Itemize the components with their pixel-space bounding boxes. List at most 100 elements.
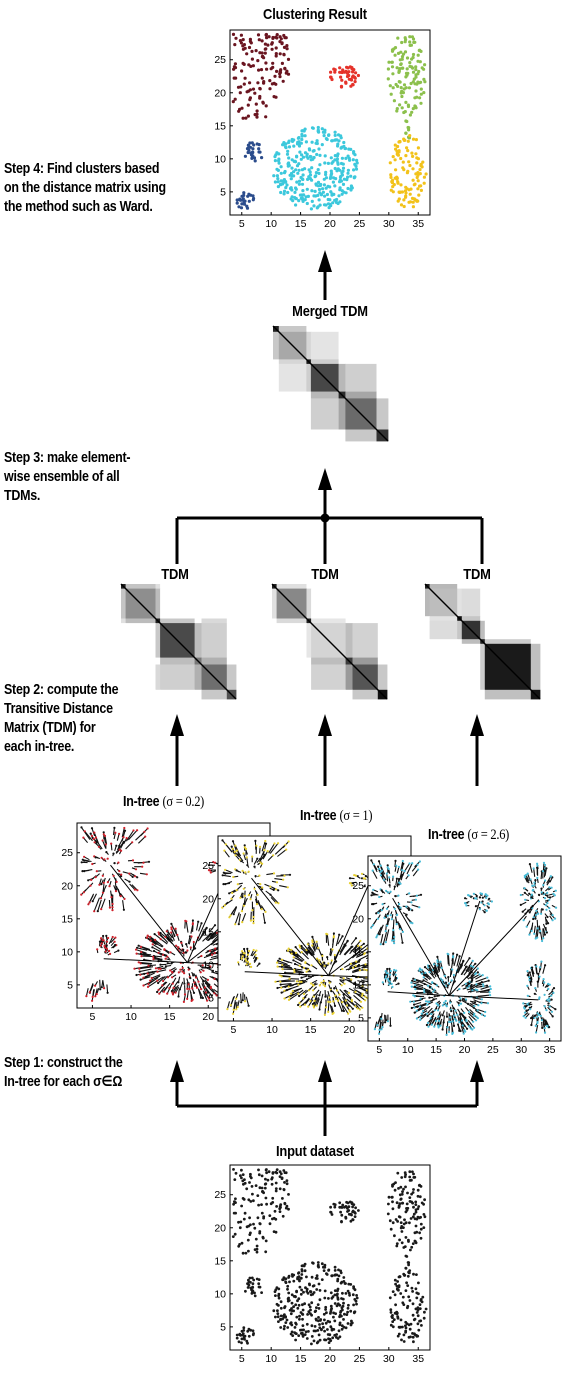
tree-node <box>191 987 194 990</box>
tree-edge <box>104 835 108 845</box>
data-point <box>407 200 411 204</box>
data-point <box>243 154 247 158</box>
data-point <box>419 1215 422 1219</box>
tree-node <box>395 877 398 880</box>
tree-node <box>234 854 237 857</box>
data-point <box>386 67 390 71</box>
data-point <box>274 46 278 50</box>
tree-edge <box>260 849 266 859</box>
tree-node <box>239 953 243 956</box>
data-point <box>424 1307 428 1311</box>
step1-text: Step 1: construct the In-tree for each σ… <box>4 1055 123 1090</box>
data-point <box>242 1217 246 1221</box>
data-point <box>257 1282 261 1286</box>
tree-node <box>261 862 264 865</box>
tree-node <box>140 955 143 958</box>
tree-node <box>541 908 544 911</box>
tree-node <box>106 857 109 860</box>
tree-node <box>146 936 149 939</box>
tree-node <box>157 931 160 934</box>
data-point <box>327 1341 331 1344</box>
data-point <box>329 1205 332 1209</box>
tree-node <box>96 948 99 951</box>
tree-node <box>386 967 389 971</box>
tree-node <box>193 981 196 984</box>
tree-node <box>134 875 137 878</box>
data-point <box>312 149 316 153</box>
tree-edge <box>222 840 233 853</box>
tree-node <box>255 956 258 960</box>
data-point <box>408 1175 412 1179</box>
tree-node <box>358 969 361 972</box>
tree-node <box>447 847 449 849</box>
data-point <box>402 168 406 172</box>
y-tick-label: 20 <box>214 1222 226 1234</box>
data-point <box>303 1302 306 1306</box>
data-point <box>238 39 242 43</box>
data-point <box>344 1326 348 1330</box>
data-point <box>351 1209 355 1213</box>
data-point <box>329 1210 332 1214</box>
data-point <box>418 1231 421 1235</box>
tree-node <box>111 909 114 912</box>
tree-edge <box>350 937 357 945</box>
data-point <box>322 183 326 187</box>
tree-node <box>105 940 109 943</box>
data-point <box>253 91 257 95</box>
tree-node <box>333 987 336 990</box>
data-point <box>287 140 291 145</box>
data-point <box>399 156 403 161</box>
intree-label: In-tree <box>428 827 465 843</box>
data-point <box>283 1201 287 1205</box>
tree-node <box>389 969 392 973</box>
data-point <box>252 143 256 147</box>
data-point <box>412 1172 415 1176</box>
data-point <box>402 110 406 115</box>
data-point <box>282 1327 286 1331</box>
tree-edge <box>307 943 315 954</box>
tree-edge <box>251 950 257 957</box>
y-tick-label: 10 <box>214 153 226 165</box>
tree-node <box>328 981 331 984</box>
data-point <box>256 33 261 37</box>
data-point <box>401 1295 405 1299</box>
data-point <box>399 1197 403 1201</box>
data-point <box>251 1286 255 1289</box>
tree-node <box>103 858 106 861</box>
tree-node <box>93 841 96 844</box>
data-point <box>393 1234 396 1238</box>
x-tick-label: 35 <box>412 1353 424 1365</box>
tree-node <box>163 948 166 952</box>
tree-node <box>88 991 91 994</box>
tree-edge <box>427 967 435 976</box>
data-point <box>391 1290 395 1293</box>
data-point <box>416 146 420 150</box>
tree-node <box>176 933 179 937</box>
data-point <box>292 1273 296 1277</box>
data-point <box>248 96 252 100</box>
data-point <box>264 104 268 108</box>
tree-edge <box>411 864 418 872</box>
data-point <box>251 1329 255 1333</box>
tree-node <box>386 924 389 927</box>
data-point <box>317 1307 321 1310</box>
tree-node <box>357 960 360 963</box>
data-point <box>333 1289 337 1292</box>
data-point <box>251 194 255 198</box>
tree-node <box>388 876 391 879</box>
data-point <box>346 171 350 175</box>
input-dataset-title: Input dataset <box>275 1143 355 1160</box>
tree-node <box>312 995 315 998</box>
tree-edge <box>92 989 95 997</box>
tree-node <box>251 909 254 912</box>
tree-edge <box>352 968 360 973</box>
data-point <box>235 201 239 205</box>
tree-node <box>372 892 375 895</box>
tree-edge <box>398 874 403 882</box>
data-point <box>389 1323 393 1327</box>
tree-node <box>246 957 249 960</box>
tree-node <box>318 994 321 997</box>
data-point <box>410 1245 414 1249</box>
data-point <box>332 67 336 71</box>
data-point <box>324 1321 328 1325</box>
